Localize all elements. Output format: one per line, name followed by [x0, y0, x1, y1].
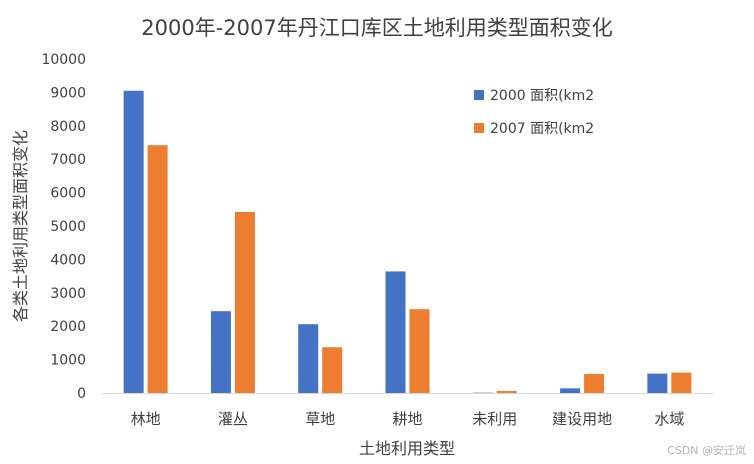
bar-2000-3 [385, 271, 406, 393]
y-tick-label: 7000 [50, 152, 86, 168]
y-tick-label: 2000 [50, 319, 86, 335]
x-category-label: 水域 [654, 410, 684, 428]
bar-2007-6 [671, 372, 692, 393]
bar-2007-1 [234, 211, 255, 393]
bar-2007-5 [584, 373, 605, 393]
y-axis-ticks: 0 1000 2000 3000 4000 5000 6000 7000 8000 9000 100… [41, 52, 86, 402]
x-axis-title: 土地利用类型 [359, 439, 455, 458]
legend: 2000 面积(km2 2007 面积(km2 [474, 88, 594, 137]
x-category-label: 灌丛 [218, 410, 248, 428]
legend-label: 2000 面积(km2 [490, 88, 594, 104]
bar-2000-0 [123, 90, 144, 393]
y-tick-label: 5000 [50, 219, 86, 235]
bar-2000-2 [298, 324, 319, 393]
legend-swatch [474, 90, 484, 100]
y-tick-label: 8000 [50, 119, 86, 135]
y-tick-label: 3000 [50, 286, 86, 302]
legend-label: 2007 面积(km2 [490, 121, 594, 137]
y-tick-label: 1000 [50, 353, 86, 369]
y-tick-label: 10000 [41, 52, 86, 68]
y-axis-title: 各类土地利用类型面积变化 [11, 130, 30, 322]
bar-2000-5 [560, 388, 581, 393]
y-tick-label: 4000 [50, 252, 86, 268]
y-tick-label: 9000 [50, 85, 86, 101]
bar-2007-3 [409, 309, 430, 393]
bar-2007-2 [322, 347, 343, 393]
x-category-label: 耕地 [392, 410, 422, 428]
chart-title: 2000年-2007年丹江口库区土地利用类型面积变化 [141, 16, 613, 40]
bars [123, 90, 692, 393]
legend-swatch [474, 123, 484, 133]
x-axis-categories: 林地 灌丛 草地 耕地 未利用 建设用地 水域 [131, 410, 685, 428]
x-category-label: 草地 [305, 410, 335, 428]
y-tick-label: 0 [77, 386, 86, 402]
watermark: CSDN @安迁岚 [667, 444, 746, 457]
x-category-label: 林地 [131, 410, 161, 428]
bar-2007-4 [496, 390, 517, 393]
x-category-label: 未利用 [472, 410, 517, 428]
bar-2000-1 [210, 311, 231, 393]
bar-2007-0 [147, 145, 168, 393]
bar-2000-6 [647, 373, 668, 393]
y-tick-label: 6000 [50, 186, 86, 202]
x-category-label: 建设用地 [552, 410, 612, 428]
